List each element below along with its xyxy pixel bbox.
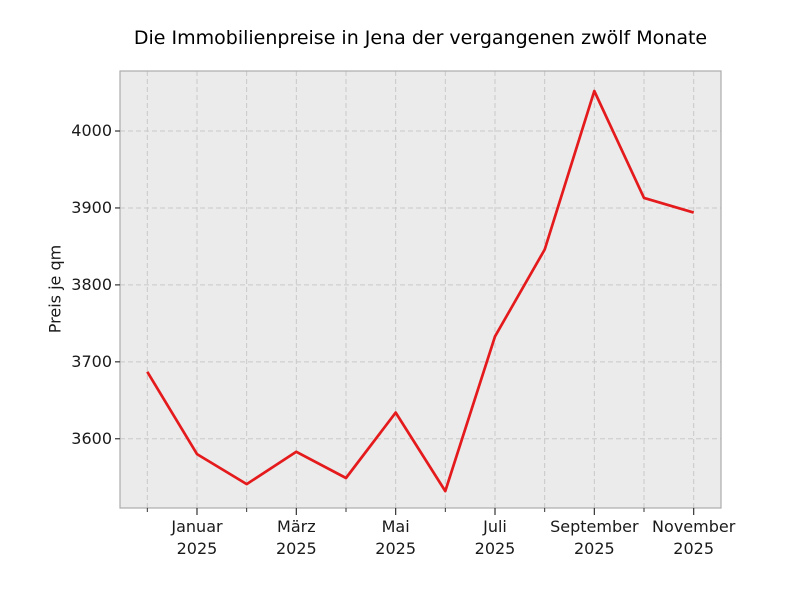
x-tick-year: 2025 bbox=[375, 539, 417, 558]
x-tick-month: November bbox=[652, 517, 736, 536]
x-tick-month: September bbox=[550, 517, 639, 536]
x-tick-label: September 2025 bbox=[550, 516, 638, 560]
y-tick-label: 3700 bbox=[71, 351, 112, 371]
x-tick-year: 2025 bbox=[176, 539, 218, 558]
x-tick-label: Juli 2025 bbox=[475, 516, 516, 560]
x-tick-month: Mai bbox=[381, 517, 410, 536]
x-tick-year: 2025 bbox=[275, 539, 317, 558]
chart-title: Die Immobilienpreise in Jena der vergang… bbox=[133, 27, 708, 49]
x-tick-year: 2025 bbox=[474, 539, 516, 558]
x-tick-year: 2025 bbox=[573, 539, 615, 558]
y-tick-label: 3600 bbox=[71, 428, 112, 448]
x-tick-year: 2025 bbox=[673, 539, 715, 558]
x-tick-month: Juli bbox=[483, 517, 507, 536]
x-tick-month: März bbox=[277, 517, 316, 536]
y-tick-label: 4000 bbox=[71, 121, 112, 140]
x-tick-label: Januar 2025 bbox=[171, 516, 222, 560]
y-tick-label: 3900 bbox=[71, 197, 112, 217]
y-tick-label: 3800 bbox=[71, 274, 112, 294]
x-tick-label: März 2025 bbox=[276, 516, 317, 560]
x-tick-month: Januar bbox=[171, 517, 223, 536]
x-tick-label: November 2025 bbox=[652, 516, 735, 560]
x-tick-label: Mai 2025 bbox=[375, 516, 416, 560]
